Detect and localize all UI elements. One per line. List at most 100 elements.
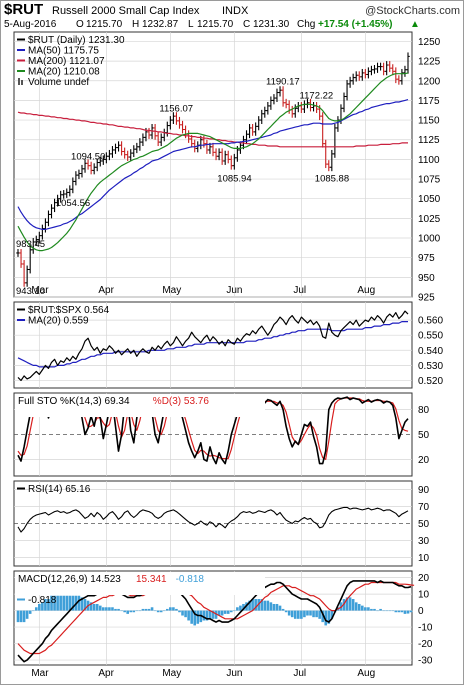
- macd-histogram-bar: [59, 595, 62, 611]
- macd-histogram-bar: [22, 610, 26, 623]
- macd-histogram-bar: [126, 610, 129, 614]
- y-tick-label: 1050: [418, 194, 441, 205]
- macd-histogram-bar: [214, 610, 218, 619]
- macd-histogram-bar: [172, 607, 175, 611]
- macd-histogram-bar: [141, 608, 145, 611]
- macd-histogram-bar: [28, 610, 32, 614]
- macd-histogram-bar: [360, 605, 364, 611]
- macd-histogram-bar: [269, 602, 273, 611]
- macd-histogram-bar: [193, 610, 197, 626]
- legend-entry: %D(3) 53.76: [153, 396, 210, 407]
- macd-histogram-bar: [370, 608, 373, 611]
- ma50-line: [17, 99, 409, 230]
- macd-histogram-bar: [364, 607, 367, 611]
- y-tick-label: 80: [418, 405, 430, 416]
- macd-histogram-bar: [95, 603, 99, 611]
- macd-histogram-bar: [83, 599, 87, 611]
- y-tick-label: 70: [418, 502, 430, 513]
- macd-histogram-bar: [16, 610, 20, 623]
- macd-histogram-bar: [376, 610, 379, 612]
- macd-histogram-bar: [217, 610, 221, 616]
- ratio-line: [17, 310, 409, 382]
- y-tick-label: 0.550: [418, 331, 443, 342]
- macd-histogram-bar: [403, 610, 407, 614]
- y-tick-label: 20: [418, 455, 430, 466]
- legend-entry: RSI(14) 65.16: [28, 484, 91, 495]
- month-label: Jun: [226, 668, 242, 679]
- macd-histogram-bar: [138, 610, 142, 612]
- macd-histogram-bar: [147, 608, 151, 611]
- month-label: Jul: [293, 285, 306, 296]
- macd-histogram-bar: [260, 599, 264, 611]
- exchange: INDX: [222, 5, 249, 17]
- close-value: 1231.30: [253, 19, 290, 30]
- index-name: Russell 2000 Small Cap Index: [52, 5, 200, 17]
- macd-histogram-bar: [220, 610, 224, 616]
- month-label: Aug: [357, 285, 375, 296]
- macd-histogram-bar: [287, 610, 291, 616]
- macd-histogram-bar: [242, 603, 245, 611]
- macd-histogram-bar: [348, 597, 352, 611]
- y-tick-label: 90: [418, 485, 430, 496]
- macd-histogram-bar: [345, 597, 349, 611]
- symbol: $RUT: [4, 1, 43, 18]
- macd-histogram-bar: [31, 610, 35, 612]
- y-tick-label: 20: [418, 573, 430, 584]
- macd-histogram-bar: [321, 610, 324, 623]
- macd-histogram-bar: [312, 610, 315, 618]
- legend-entry: MA(20) 1210.08: [28, 67, 100, 78]
- macd-histogram-bar: [150, 607, 154, 611]
- macd-histogram-bar: [367, 607, 370, 611]
- price-annotation: 1054.56: [56, 198, 90, 209]
- y-tick-label: -10: [418, 623, 433, 634]
- macd-histogram-bar: [181, 610, 184, 616]
- macd-histogram-bar: [391, 610, 395, 612]
- macd-histogram-bar: [53, 595, 56, 611]
- macd-histogram-bar: [394, 610, 398, 613]
- macd-histogram-bar: [281, 608, 285, 611]
- price-annotation: 1172.22: [300, 91, 334, 102]
- macd-histogram-bar: [184, 610, 187, 618]
- macd-histogram-bar: [114, 608, 117, 611]
- price-annotation: 983.45: [16, 239, 45, 250]
- month-label: Jul: [293, 668, 306, 679]
- y-tick-label: -30: [418, 656, 433, 667]
- macd-histogram-bar: [102, 607, 105, 611]
- macd-histogram-bar: [278, 605, 282, 611]
- macd-histogram-bar: [117, 608, 120, 611]
- macd-signal-line: [17, 581, 415, 655]
- y-tick-label: 1150: [418, 116, 440, 127]
- macd-histogram-bar: [44, 599, 47, 611]
- macd-histogram-bar: [65, 595, 69, 611]
- macd-histogram-bar: [388, 610, 392, 612]
- macd-histogram-bar: [284, 610, 288, 613]
- chg-arrow-icon: ▲: [410, 19, 420, 30]
- macd-histogram-bar: [153, 610, 157, 612]
- macd-histogram-bar: [324, 610, 328, 626]
- price-annotation: 1085.94: [217, 173, 251, 184]
- price-annotation: 1094.50: [71, 152, 105, 163]
- macd-histogram-bar: [105, 607, 108, 611]
- rsi-line: [17, 506, 409, 533]
- y-tick-label: 950: [418, 273, 435, 284]
- macd-histogram-bar: [233, 610, 236, 612]
- macd-histogram-bar: [272, 603, 276, 611]
- macd-histogram-bar: [111, 607, 114, 611]
- macd-histogram-bar: [406, 610, 410, 614]
- ratio-ma-line: [17, 321, 408, 368]
- macd-histogram-bar: [385, 610, 388, 612]
- macd-histogram-bar: [208, 610, 212, 619]
- y-tick-label: 1025: [418, 214, 441, 225]
- macd-histogram-bar: [62, 595, 66, 611]
- labels: 9259509751000102510501075110011251150117…: [15, 35, 443, 679]
- y-tick-label: 1075: [418, 175, 441, 186]
- y-tick-label: 50: [418, 430, 430, 441]
- macd-histogram-bar: [108, 607, 111, 611]
- macd-histogram-bar: [236, 607, 239, 611]
- macd-histogram-bar: [357, 603, 361, 611]
- month-label: May: [162, 285, 181, 296]
- macd-histogram-bar: [165, 608, 169, 611]
- macd-histogram-bar: [254, 599, 257, 611]
- macd-histogram-bar: [251, 599, 254, 611]
- y-tick-label: 1100: [418, 155, 440, 166]
